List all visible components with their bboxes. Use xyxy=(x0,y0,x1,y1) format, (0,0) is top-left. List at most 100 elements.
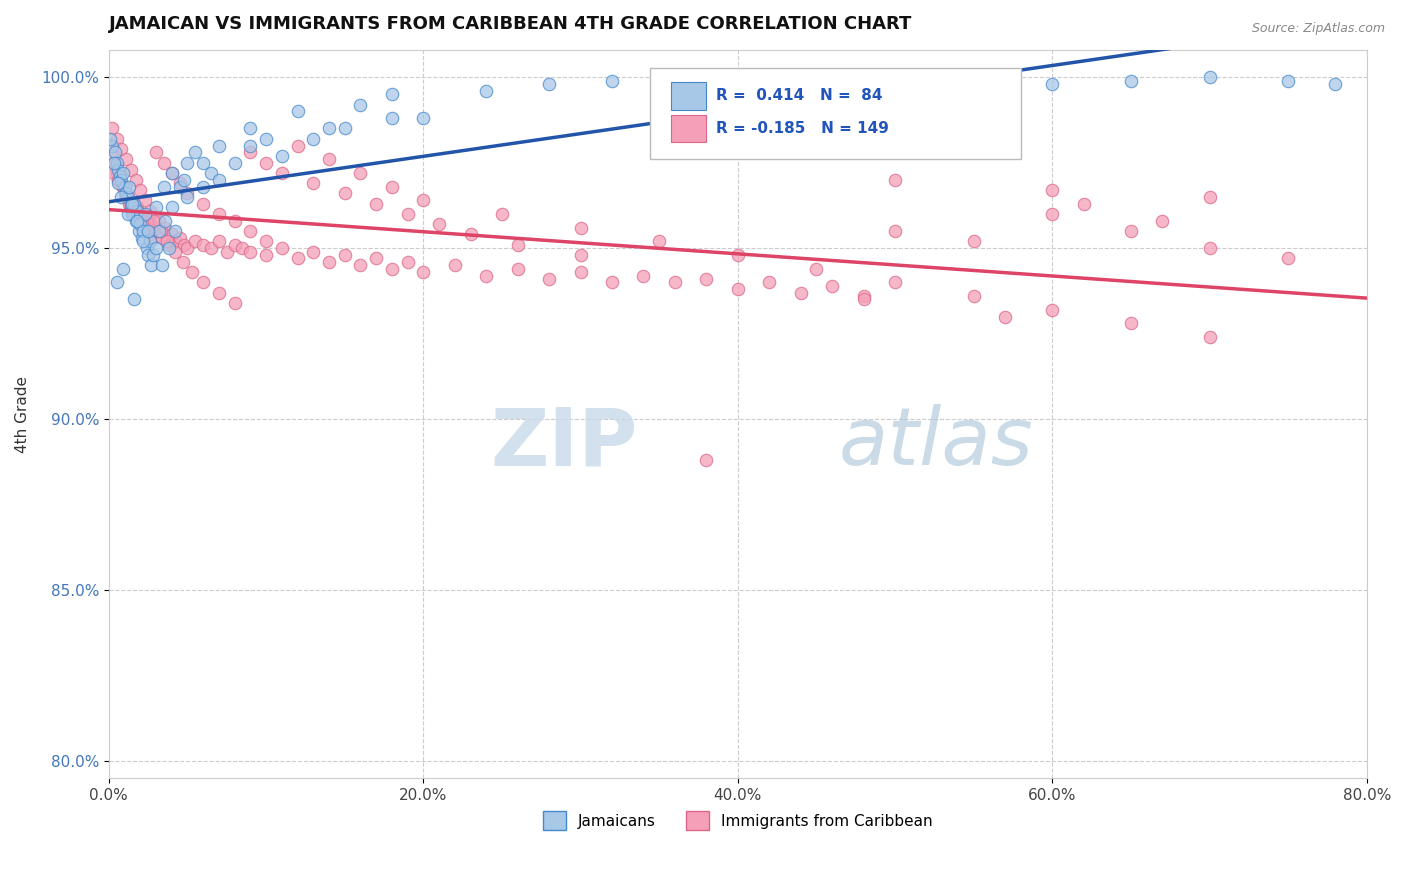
Point xyxy=(136,224,159,238)
Point xyxy=(333,121,356,136)
Point xyxy=(884,73,907,87)
Point xyxy=(149,224,172,238)
Point xyxy=(141,224,163,238)
Point xyxy=(475,268,498,283)
Point xyxy=(664,80,686,95)
Point xyxy=(412,194,434,208)
Point xyxy=(136,224,159,238)
Point xyxy=(200,241,222,255)
Point xyxy=(107,162,129,177)
Point xyxy=(145,224,167,238)
Point xyxy=(153,179,176,194)
Point xyxy=(491,207,513,221)
Point xyxy=(239,224,262,238)
Point xyxy=(181,265,204,279)
Y-axis label: 4th Grade: 4th Grade xyxy=(15,376,30,452)
Text: R =  0.414   N =  84: R = 0.414 N = 84 xyxy=(717,88,883,103)
Point xyxy=(111,261,134,276)
Point xyxy=(287,252,309,266)
Point xyxy=(695,453,717,467)
Point xyxy=(105,276,128,290)
Point xyxy=(381,261,404,276)
Point xyxy=(128,211,150,225)
Point xyxy=(1198,190,1220,204)
Point xyxy=(138,235,160,249)
Point xyxy=(135,241,157,255)
Point xyxy=(569,265,592,279)
Point xyxy=(117,190,139,204)
Point xyxy=(160,227,183,242)
Point xyxy=(103,155,125,169)
Point xyxy=(150,231,173,245)
Legend: Jamaicans, Immigrants from Caribbean: Jamaicans, Immigrants from Caribbean xyxy=(537,805,939,836)
Point xyxy=(114,179,136,194)
Point xyxy=(100,138,122,153)
Point xyxy=(138,203,160,218)
Point xyxy=(396,207,419,221)
Point xyxy=(121,196,143,211)
Point xyxy=(176,186,198,201)
Point xyxy=(121,196,143,211)
Point xyxy=(103,166,125,180)
Point xyxy=(101,145,124,160)
Point xyxy=(131,231,153,245)
Point xyxy=(427,217,450,231)
Point xyxy=(412,112,434,126)
Point xyxy=(1040,207,1063,221)
Point xyxy=(176,190,198,204)
Point xyxy=(134,207,156,221)
Point xyxy=(184,235,207,249)
Point xyxy=(648,235,671,249)
Point xyxy=(224,214,246,228)
Point xyxy=(224,155,246,169)
Point xyxy=(758,276,780,290)
Point xyxy=(1198,241,1220,255)
Point xyxy=(105,155,128,169)
Point xyxy=(349,166,371,180)
Point xyxy=(110,190,132,204)
Point xyxy=(727,282,749,296)
Point xyxy=(852,293,875,307)
Point xyxy=(1119,73,1142,87)
Point xyxy=(148,214,170,228)
Point xyxy=(349,97,371,112)
Point xyxy=(129,183,152,197)
Point xyxy=(254,155,277,169)
Point xyxy=(173,173,195,187)
Point xyxy=(208,285,231,300)
Point xyxy=(104,159,127,173)
Point xyxy=(115,190,138,204)
Point xyxy=(1277,252,1299,266)
Point xyxy=(443,258,465,272)
Point xyxy=(538,272,561,286)
Point xyxy=(538,77,561,91)
Point xyxy=(132,224,155,238)
Point xyxy=(129,214,152,228)
Point xyxy=(821,278,844,293)
Point xyxy=(176,155,198,169)
Point xyxy=(110,173,132,187)
Point xyxy=(127,200,149,214)
Point xyxy=(193,155,215,169)
Point xyxy=(118,196,141,211)
Point xyxy=(1040,183,1063,197)
Point xyxy=(118,179,141,194)
Point xyxy=(107,176,129,190)
Point xyxy=(287,138,309,153)
Point xyxy=(963,235,986,249)
Point xyxy=(318,153,340,167)
Point xyxy=(270,149,292,163)
Point xyxy=(270,241,292,255)
Point xyxy=(184,145,207,160)
Point xyxy=(366,252,388,266)
Point xyxy=(142,248,165,262)
Point xyxy=(193,237,215,252)
Text: JAMAICAN VS IMMIGRANTS FROM CARIBBEAN 4TH GRADE CORRELATION CHART: JAMAICAN VS IMMIGRANTS FROM CARIBBEAN 4T… xyxy=(108,15,912,33)
Point xyxy=(142,220,165,235)
Point xyxy=(224,237,246,252)
Text: R = -0.185   N = 149: R = -0.185 N = 149 xyxy=(717,121,890,136)
Point xyxy=(120,162,142,177)
Point xyxy=(124,207,146,221)
Point xyxy=(884,224,907,238)
Point xyxy=(302,176,325,190)
